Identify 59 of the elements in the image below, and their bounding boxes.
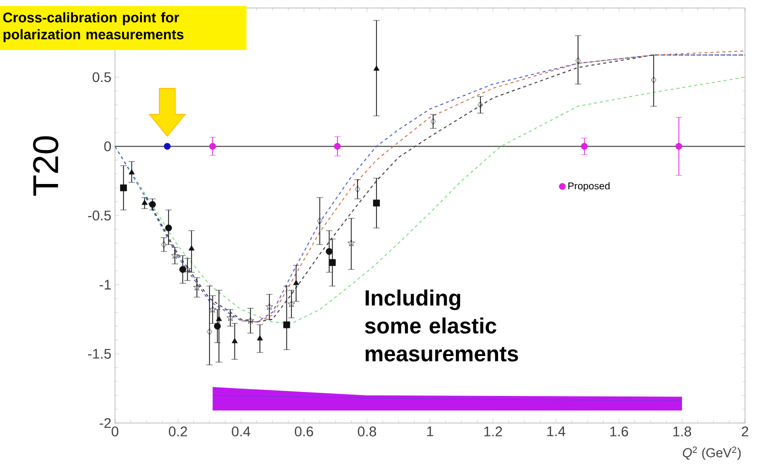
point: [326, 248, 333, 255]
point: [334, 142, 341, 150]
y-tick-label: -0.5: [88, 210, 111, 220]
point: [214, 322, 221, 330]
point: [165, 224, 172, 232]
point: [317, 218, 322, 224]
point: [256, 335, 263, 340]
point: [206, 328, 212, 336]
point: [193, 284, 201, 291]
point: [478, 101, 483, 108]
annotation: Cross-calibration point for polarization measurements: [3, 12, 184, 42]
y-tick-label: 0: [104, 141, 111, 152]
y-axis-title: T20: [33, 136, 58, 196]
point: [266, 303, 273, 310]
point: [675, 142, 682, 150]
x-tick-label: 1.6: [610, 426, 628, 436]
annotation: Including some elastic measurements: [364, 290, 518, 362]
x-axis-title: Q$^{2}$ (GeV$^{2}$): [682, 446, 741, 460]
x-tick-label: 0.6: [294, 426, 314, 436]
point: [430, 118, 436, 125]
point: [209, 306, 216, 313]
point: [216, 316, 222, 322]
point: [232, 338, 238, 344]
point: [179, 266, 186, 273]
point: [188, 245, 195, 250]
y-tick-label: -1: [100, 280, 111, 290]
point: [149, 201, 156, 208]
point: [348, 239, 355, 246]
point: [373, 200, 380, 206]
x-tick-label: 1.4: [547, 426, 566, 436]
y-tick-label: -2: [100, 418, 111, 428]
point: [161, 241, 166, 248]
point: [575, 57, 581, 64]
point: [226, 314, 234, 321]
legend-label: Proposed: [568, 182, 610, 192]
point: [246, 316, 254, 324]
point: [164, 142, 171, 150]
point: [283, 321, 290, 328]
point: [120, 184, 127, 192]
point: [373, 65, 380, 71]
x-tick-label: 0.2: [168, 426, 187, 436]
x-tick-label: 1: [427, 426, 434, 436]
x-tick-label: 1.8: [673, 426, 692, 436]
x-tick-label: 0.4: [232, 426, 250, 436]
point: [171, 252, 178, 259]
y-tick-label: 0.5: [92, 72, 111, 82]
x-tick-label: 0: [112, 426, 118, 436]
point: [354, 186, 360, 193]
point: [651, 76, 656, 84]
point: [580, 142, 588, 150]
x-tick-label: 1.2: [484, 426, 502, 436]
x-tick-label: 0.8: [358, 426, 376, 436]
point: [142, 200, 148, 205]
point: [293, 280, 300, 286]
point: [209, 142, 216, 150]
x-tick-label: 2: [742, 426, 748, 436]
point: [128, 169, 135, 174]
y-tick-label: -1.5: [88, 348, 111, 359]
point: [328, 259, 336, 266]
